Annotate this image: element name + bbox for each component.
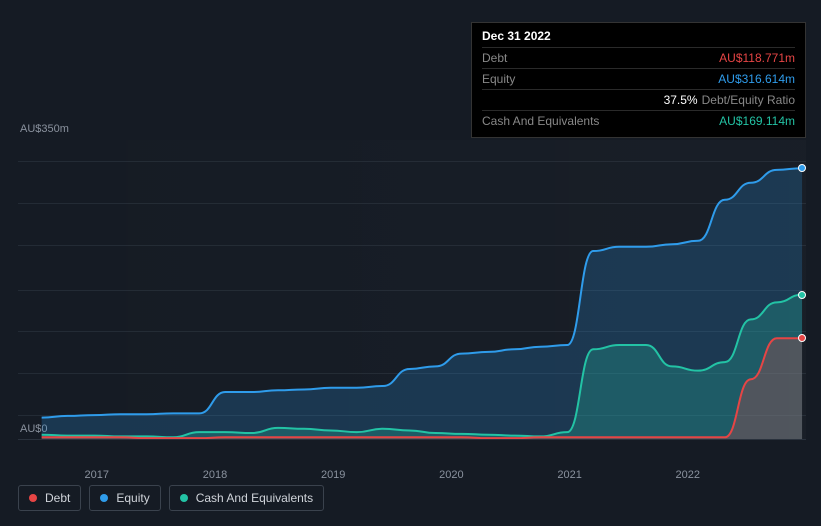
tooltip-debt-value: AU$118.771m — [719, 51, 795, 65]
x-tick: 2021 — [557, 469, 581, 481]
y-axis-label-top: AU$350m — [20, 123, 69, 135]
tooltip-cash-value: AU$169.114m — [719, 114, 795, 128]
chart-container: AU$350m AU$0 201720182019202020212022 — [18, 125, 806, 465]
legend-item-equity[interactable]: Equity — [89, 485, 160, 511]
legend-swatch-equity — [100, 494, 108, 502]
legend-label: Debt — [45, 491, 70, 505]
legend-swatch-cash — [180, 494, 188, 502]
x-axis: 2017 2018 2019 2020 2021 2022 — [18, 465, 806, 485]
end-marker-equity — [798, 164, 806, 172]
end-marker-debt — [798, 334, 806, 342]
tooltip-cash-label: Cash And Equivalents — [482, 114, 599, 128]
tooltip-ratio-value: 37.5%Debt/Equity Ratio — [664, 93, 795, 107]
end-marker-cash — [798, 291, 806, 299]
tooltip-row-cash: Cash And Equivalents AU$169.114m — [482, 110, 795, 131]
legend-label: Cash And Equivalents — [196, 491, 313, 505]
plot-area[interactable] — [18, 140, 806, 440]
tooltip-row-ratio: 37.5%Debt/Equity Ratio — [482, 89, 795, 110]
legend-item-debt[interactable]: Debt — [18, 485, 81, 511]
x-tick: 2018 — [203, 469, 227, 481]
x-tick: 2019 — [321, 469, 345, 481]
tooltip-equity-label: Equity — [482, 72, 515, 86]
x-tick: 2022 — [676, 469, 700, 481]
tooltip-debt-label: Debt — [482, 51, 507, 65]
legend-item-cash[interactable]: Cash And Equivalents — [169, 485, 324, 511]
tooltip-date: Dec 31 2022 — [482, 29, 795, 47]
chart-svg — [18, 140, 806, 439]
legend: Debt Equity Cash And Equivalents — [18, 485, 324, 511]
legend-swatch-debt — [29, 494, 37, 502]
tooltip-equity-value: AU$316.614m — [718, 72, 795, 86]
x-tick: 2020 — [439, 469, 463, 481]
tooltip-row-debt: Debt AU$118.771m — [482, 47, 795, 68]
legend-label: Equity — [116, 491, 149, 505]
x-tick: 2017 — [85, 469, 109, 481]
tooltip-row-equity: Equity AU$316.614m — [482, 68, 795, 89]
chart-tooltip: Dec 31 2022 Debt AU$118.771m Equity AU$3… — [471, 22, 806, 138]
